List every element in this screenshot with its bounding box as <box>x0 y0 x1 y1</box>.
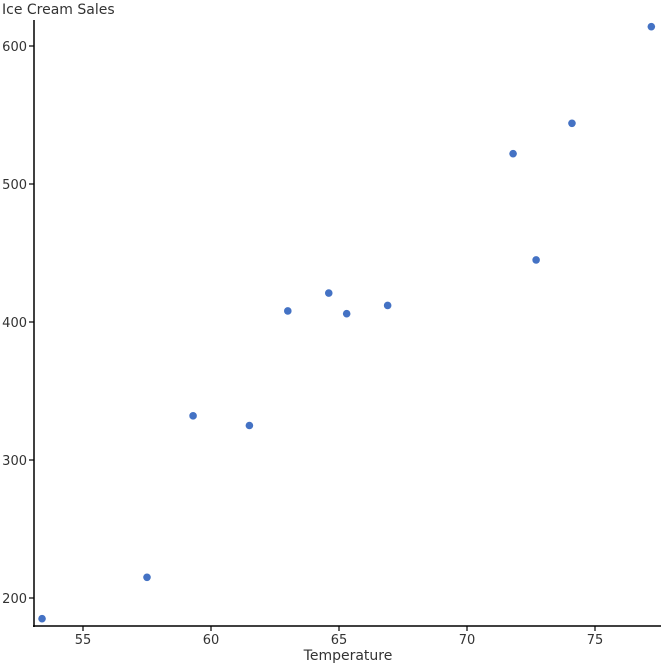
x-tick-label: 70 <box>459 633 476 648</box>
x-tick-label: 65 <box>331 633 348 648</box>
y-tick-label: 500 <box>2 178 27 193</box>
data-point <box>245 421 254 430</box>
data-point <box>143 573 151 582</box>
x-ticks: 55 60 65 70 75 <box>75 626 604 648</box>
data-points <box>38 22 656 623</box>
y-tick-label: 300 <box>2 454 27 469</box>
y-tick-label: 200 <box>2 592 27 607</box>
data-point <box>342 309 351 318</box>
data-point <box>324 289 333 297</box>
x-tick-label: 55 <box>75 633 92 648</box>
x-tick-label: 60 <box>203 633 220 648</box>
data-point <box>284 307 292 315</box>
y-axis-title: Ice Cream Sales <box>2 2 115 18</box>
data-point <box>189 412 197 420</box>
data-point <box>647 22 656 31</box>
x-tick-label: 75 <box>587 633 604 648</box>
data-point <box>509 149 517 158</box>
data-point <box>383 301 392 310</box>
data-point <box>38 614 46 623</box>
data-point <box>568 119 576 128</box>
x-axis-title: Temperature <box>303 648 393 664</box>
y-tick-label: 400 <box>2 316 27 331</box>
data-point <box>532 256 540 264</box>
y-tick-label: 600 <box>2 40 27 55</box>
y-ticks: 200 300 400 500 600 <box>2 40 34 607</box>
